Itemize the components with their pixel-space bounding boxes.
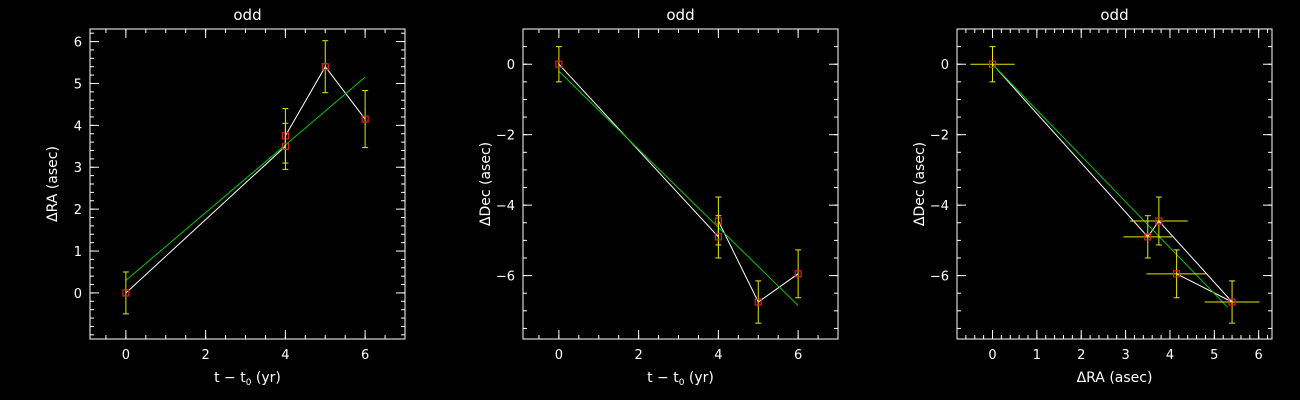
x-axis-label: t − t0 (yr) — [214, 370, 281, 388]
y-axis-label: ΔRA (asec) — [45, 146, 61, 222]
x-tick-label: 1 — [1033, 348, 1041, 363]
data-marker — [794, 270, 802, 278]
y-tick-label: −2 — [496, 129, 515, 144]
y-tick-label: 0 — [507, 58, 515, 73]
data-marker — [361, 115, 369, 123]
data-point — [714, 215, 722, 259]
x-axis-label-unit: (yr) — [684, 370, 713, 386]
data-point — [1123, 215, 1173, 259]
chart-title: odd — [1100, 6, 1128, 24]
data-marker — [122, 289, 130, 297]
chart-title: odd — [666, 6, 694, 24]
x-tick-label: 2 — [1077, 348, 1085, 363]
data-point — [1130, 196, 1188, 246]
y-tick-label: −6 — [930, 270, 949, 285]
y-tick-label: 0 — [74, 287, 82, 302]
fit-line — [558, 70, 799, 306]
x-axis-label: ΔRA (asec) — [1077, 370, 1153, 386]
chart-title: odd — [233, 6, 261, 24]
x-tick-label: 4 — [1166, 348, 1174, 363]
data-marker — [1173, 270, 1181, 278]
y-tick-label: −4 — [496, 199, 515, 214]
data-marker — [555, 60, 563, 68]
y-tick-label: 5 — [74, 77, 82, 92]
plot-frame — [522, 28, 839, 340]
y-tick-label: 0 — [941, 58, 949, 73]
x-axis-label-subscript: 0 — [679, 378, 685, 388]
data-marker — [281, 142, 289, 150]
data-point — [1204, 280, 1260, 324]
data-point — [970, 46, 1015, 83]
data-marker — [754, 298, 762, 306]
y-tick-label: 4 — [74, 119, 82, 134]
data-point — [794, 249, 802, 299]
data-point — [281, 122, 289, 170]
data-marker — [1144, 233, 1152, 241]
x-tick-label: 4 — [281, 348, 289, 363]
data-marker — [988, 60, 997, 68]
minor-ticks — [90, 29, 406, 339]
y-axis-label: ΔDec (asec) — [478, 142, 494, 226]
y-tick-label: 3 — [74, 161, 82, 176]
x-tick-label: 0 — [122, 348, 130, 363]
x-axis-label-unit: (yr) — [251, 370, 280, 386]
x-axis-label-main: ΔRA (asec) — [1077, 370, 1153, 386]
data-path-line — [558, 63, 799, 303]
x-axis-label-subscript: 0 — [246, 378, 252, 388]
x-tick-label: 6 — [794, 348, 802, 363]
data-marker — [714, 233, 722, 241]
x-tick-label: 4 — [714, 348, 722, 363]
minor-ticks — [523, 28, 839, 339]
data-point — [754, 280, 762, 324]
data-point — [1146, 249, 1207, 299]
x-tick-label: 5 — [1210, 348, 1218, 363]
y-tick-label: −2 — [930, 129, 949, 144]
data-marker — [1228, 298, 1236, 306]
plot-frame — [89, 28, 406, 340]
fit-line — [125, 76, 366, 281]
x-tick-label: 0 — [988, 348, 996, 363]
x-tick-label: 6 — [361, 348, 369, 363]
plot-frame — [956, 28, 1273, 340]
y-tick-label: 1 — [74, 245, 82, 260]
data-point — [122, 271, 130, 315]
y-tick-label: −6 — [496, 270, 515, 285]
y-axis-label: ΔDec (asec) — [912, 142, 928, 226]
panel-dec-vs-ra: 0 1 2 3 4 5 6 0 −2 −4 −6 odd ΔRA (asec) ΔDec (asec) — [912, 6, 1273, 386]
y-tick-label: −4 — [930, 199, 949, 214]
y-tick-label: 6 — [74, 36, 82, 51]
x-tick-label: 2 — [201, 348, 209, 363]
data-point — [321, 40, 329, 94]
data-path-line — [125, 65, 366, 294]
data-marker — [321, 63, 329, 71]
data-point — [361, 90, 369, 149]
y-tick-label: 2 — [74, 203, 82, 218]
fit-line — [992, 63, 1228, 308]
x-axis-label-main: t − t — [214, 370, 246, 386]
x-tick-label: 3 — [1121, 348, 1129, 363]
x-axis-label-main: t − t — [647, 370, 679, 386]
x-axis-label: t − t0 (yr) — [647, 370, 714, 388]
data-point — [555, 46, 563, 83]
data-marker — [1155, 217, 1163, 225]
x-tick-label: 2 — [634, 348, 642, 363]
minor-ticks — [956, 28, 1272, 339]
data-path-line — [992, 63, 1233, 303]
x-tick-label: 0 — [555, 348, 563, 363]
x-tick-label: 6 — [1255, 348, 1263, 363]
